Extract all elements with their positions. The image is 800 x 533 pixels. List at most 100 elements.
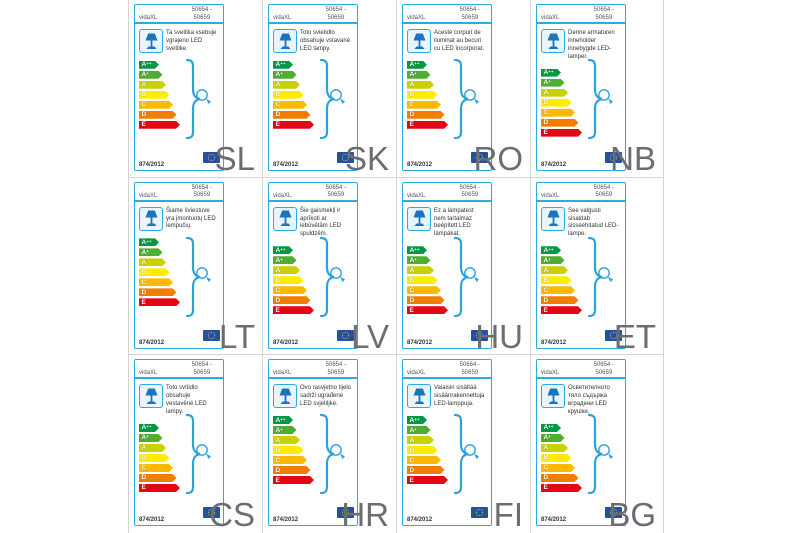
energy-class-arrow: E xyxy=(407,121,448,129)
regulation-number: 874/2012 xyxy=(407,339,433,346)
card-footer: 874/2012 xyxy=(541,150,622,168)
model-number-line2: 50659 xyxy=(193,192,211,199)
label-description: Denne armaturen inneholder innebygde LED… xyxy=(568,30,615,60)
model-number-line1: 50654 - xyxy=(459,7,480,13)
card-footer: 874/2012 xyxy=(541,328,622,346)
model-number: 50654 - 50659 xyxy=(326,362,346,378)
energy-class-arrow: E xyxy=(139,298,180,306)
energy-class-letter: E xyxy=(275,306,280,314)
regulation-number: 874/2012 xyxy=(273,339,299,346)
energy-class-arrow: E xyxy=(273,306,314,314)
lamp-info-row: Aceste corpuri de iluminat au becuri cu … xyxy=(407,29,487,54)
energy-class-letter: D xyxy=(543,474,549,482)
energy-class-letter: A xyxy=(409,436,415,444)
energy-class-sup: ++ xyxy=(414,246,420,252)
light-bulb-icon xyxy=(328,442,348,467)
model-number-line2: 50659 xyxy=(193,14,211,21)
card-footer: 874/2012 xyxy=(541,505,622,523)
energy-class-letter: A xyxy=(543,434,549,442)
energy-class-letter: A xyxy=(409,426,415,434)
label-description: Toto svítidlo obsahuje vestavěné LED lam… xyxy=(166,385,207,416)
lamp-info-row: Осветителното тяло съдържа вградени LED … xyxy=(541,384,621,417)
energy-class-letter: A xyxy=(409,61,415,69)
energy-class-letter: C xyxy=(409,101,415,109)
energy-class-arrow: D xyxy=(273,466,311,474)
energy-class-arrow: A xyxy=(139,81,166,89)
energy-class-letter: A xyxy=(409,256,415,264)
energy-class-letter: D xyxy=(543,119,549,127)
curly-brace-glyph xyxy=(452,414,470,499)
energy-class-arrow: D xyxy=(273,111,311,119)
model-number: 50654 - 50659 xyxy=(594,7,614,23)
lamp-info-row: Toto svítidlo obsahuje vestavěné LED lam… xyxy=(139,384,219,417)
card-header: vidaXL 50654 - 50659 xyxy=(135,5,223,24)
language-code: RO xyxy=(473,140,524,178)
energy-class-letter: D xyxy=(409,466,415,474)
energy-class-arrow: B xyxy=(407,446,438,454)
light-bulb-icon xyxy=(328,265,348,290)
energy-class-letter: B xyxy=(141,91,147,99)
energy-class-arrow: A ++ xyxy=(541,424,561,432)
light-bulb-icon xyxy=(462,87,482,112)
energy-class-sup: ++ xyxy=(414,416,420,422)
energy-class-letter: A xyxy=(275,81,281,89)
model-number-line2: 50659 xyxy=(595,370,613,377)
energy-label-card: vidaXL 50654 - 50659 Aceste corpuri de i… xyxy=(402,4,492,171)
energy-class-arrow: C xyxy=(407,456,441,464)
energy-class-arrow: A + xyxy=(273,71,297,79)
energy-class-letter: E xyxy=(141,484,146,492)
energy-class-letter: A xyxy=(409,71,415,79)
model-number: 50654 - 50659 xyxy=(192,362,212,378)
table-lamp-icon xyxy=(541,206,565,231)
energy-class-arrow: A ++ xyxy=(139,61,159,69)
energy-class-letter: D xyxy=(275,111,281,119)
energy-class-arrow: D xyxy=(541,296,579,304)
curly-brace-glyph xyxy=(184,414,202,499)
energy-class-letter: A xyxy=(543,246,549,254)
energy-class-letter: E xyxy=(141,298,146,306)
energy-class-sup: + xyxy=(414,71,417,77)
energy-scale: A ++ A + A B C D E xyxy=(273,246,357,314)
model-number: 50654 - 50659 xyxy=(594,362,614,378)
model-number: 50654 - 50659 xyxy=(460,185,480,201)
regulation-number: 874/2012 xyxy=(541,339,567,346)
energy-class-letter: A xyxy=(275,436,281,444)
energy-class-letter: A xyxy=(409,266,415,274)
card-footer: 874/2012 xyxy=(407,150,488,168)
table-lamp-icon xyxy=(407,206,431,231)
energy-class-sup: + xyxy=(548,79,551,85)
energy-class-letter: E xyxy=(543,484,548,492)
model-number-line1: 50654 - xyxy=(325,362,346,369)
card-footer: 874/2012 xyxy=(139,150,220,168)
regulation-number: 874/2012 xyxy=(139,339,165,346)
model-number-line2: 50659 xyxy=(595,14,613,21)
energy-class-sup: ++ xyxy=(548,424,554,430)
energy-class-sup: ++ xyxy=(280,61,286,67)
energy-class-letter: D xyxy=(409,296,415,304)
energy-class-arrow: E xyxy=(139,121,180,129)
energy-class-letter: B xyxy=(543,454,549,462)
language-code: FI xyxy=(493,496,523,533)
label-description: Ta svetilka vsebuje vgrajeno LED svetilk… xyxy=(166,30,217,52)
energy-class-letter: A xyxy=(275,266,281,274)
card-header: vidaXL 50654 - 50659 xyxy=(537,5,625,24)
energy-class-arrow: A ++ xyxy=(407,61,427,69)
energy-label-card: vidaXL 50654 - 50659 Toto svítidlo obsah… xyxy=(134,359,224,527)
energy-class-letter: C xyxy=(409,286,415,294)
energy-class-letter: C xyxy=(275,456,281,464)
energy-class-arrow: A xyxy=(273,436,300,444)
language-code: BG xyxy=(608,496,656,533)
label-cell: vidaXL 50654 - 50659 Toto svietidlo obsa… xyxy=(262,0,396,178)
model-number: 50654 - 50659 xyxy=(192,7,212,23)
energy-class-arrow: A + xyxy=(541,434,565,442)
energy-class-arrow: A ++ xyxy=(541,246,561,254)
energy-class-letter: E xyxy=(409,306,414,314)
energy-class-letter: E xyxy=(275,121,280,129)
energy-class-letter: B xyxy=(543,276,549,284)
label-description: See valgusti sisaldab sisseehitatud LED-… xyxy=(568,207,619,238)
energy-class-letter: B xyxy=(275,91,281,99)
card-header: vidaXL 50654 - 50659 xyxy=(537,360,625,380)
energy-class-letter: D xyxy=(141,474,147,482)
energy-class-letter: D xyxy=(275,296,281,304)
language-code: CS xyxy=(209,496,255,533)
